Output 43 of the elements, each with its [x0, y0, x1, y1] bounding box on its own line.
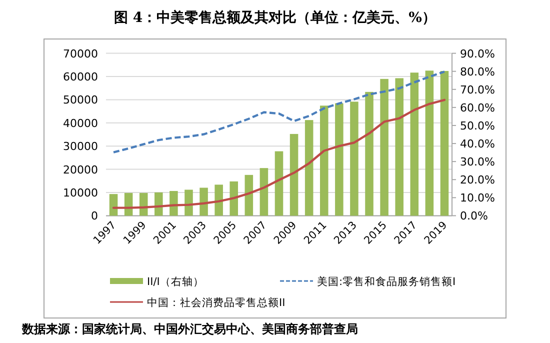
- bar: [380, 78, 388, 216]
- y2-tick-label: 20.0%: [460, 174, 495, 187]
- bar: [350, 102, 358, 216]
- y2-tick-label: 30.0%: [460, 156, 495, 169]
- chart-title: 图 4：中美零售总额及其对比（单位：亿美元、%）: [114, 9, 436, 26]
- bar: [200, 188, 208, 216]
- legend-label: 中国：社会消费品零售总额II: [147, 296, 286, 309]
- y2-tick-label: 80.0%: [460, 65, 495, 78]
- y-tick-label: 0: [91, 210, 98, 223]
- y2-tick-label: 10.0%: [460, 192, 495, 205]
- y2-tick-label: 70.0%: [460, 83, 495, 96]
- source-note: 数据来源：国家统计局、中国外汇交易中心、美国商务部普查局: [21, 322, 358, 336]
- y-tick-label: 70000: [63, 47, 98, 60]
- bar: [410, 72, 419, 216]
- bar: [274, 151, 284, 216]
- bar: [214, 184, 223, 216]
- y-tick-label: 40000: [63, 116, 98, 130]
- bar: [260, 168, 268, 216]
- y2-tick-label: 40.0%: [460, 138, 495, 151]
- bar: [230, 181, 238, 216]
- y2-tick-label: 50.0%: [460, 119, 495, 132]
- y2-tick-label: 90.0%: [460, 47, 495, 60]
- legend-label: II/I（右轴）: [147, 275, 204, 288]
- bar: [440, 70, 449, 216]
- bar: [154, 192, 163, 216]
- y-tick-label: 30000: [63, 140, 98, 154]
- bar: [170, 190, 178, 216]
- y2-tick-label: 0.0%: [460, 210, 488, 223]
- bar: [304, 120, 314, 216]
- legend-label: 美国:零售和食品服务销售额I: [317, 275, 456, 288]
- y-tick-label: 50000: [63, 94, 98, 107]
- y-tick-label: 20000: [63, 163, 98, 176]
- y-tick-label: 60000: [63, 70, 98, 84]
- bar: [320, 106, 328, 216]
- bar: [365, 92, 374, 216]
- y-tick-label: 10000: [63, 186, 98, 200]
- y2-tick-label: 60.0%: [460, 101, 495, 114]
- bar: [425, 70, 434, 216]
- bar: [395, 78, 404, 216]
- bar: [184, 190, 193, 216]
- bar: [290, 134, 298, 216]
- bar: [244, 174, 254, 216]
- bar: [335, 103, 344, 216]
